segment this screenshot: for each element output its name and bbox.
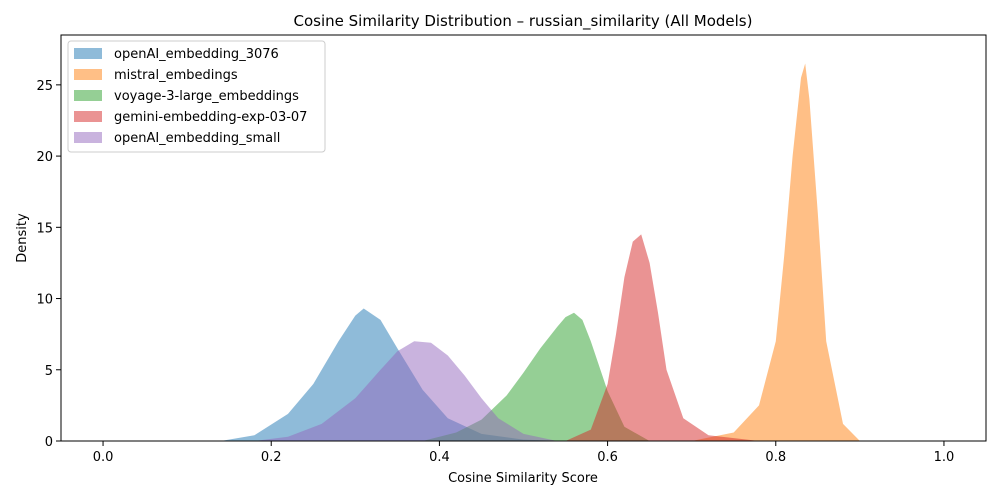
legend-label: mistral_embedings — [114, 68, 238, 83]
x-tick-label: 0.2 — [261, 450, 282, 465]
legend-label: gemini-embedding-exp-03-07 — [114, 110, 307, 125]
x-tick-label: 0.8 — [765, 450, 786, 465]
x-axis-label: Cosine Similarity Score — [448, 471, 598, 486]
x-axis: 0.0 0.2 0.4 0.6 0.8 1.0 — [93, 441, 955, 465]
chart-title: Cosine Similarity Distribution – russian… — [294, 12, 753, 31]
x-tick-label: 0.0 — [93, 450, 114, 465]
y-axis-label: Density — [15, 213, 30, 263]
plot-frame — [60, 34, 987, 442]
legend-label: voyage-3-large_embeddings — [114, 89, 299, 104]
x-tick-label: 1.0 — [934, 450, 955, 465]
legend-swatch — [74, 111, 102, 122]
legend-swatch — [74, 69, 102, 80]
y-tick-label: 5 — [45, 364, 53, 379]
y-axis: 0 5 10 15 20 25 — [36, 79, 61, 450]
y-tick-label: 10 — [36, 293, 53, 308]
legend-swatch — [74, 48, 102, 59]
series-area-2 — [422, 312, 650, 441]
x-tick-label: 0.6 — [597, 450, 618, 465]
legend-box — [67, 40, 326, 153]
legend-swatch — [74, 90, 102, 101]
legend-label: openAI_embedding_small — [114, 131, 280, 146]
y-tick-label: 0 — [45, 435, 53, 450]
series-area-1 — [691, 63, 860, 441]
plot-area — [220, 63, 860, 441]
y-tick-label: 15 — [36, 221, 53, 236]
legend-swatch — [74, 132, 102, 143]
series-area-4 — [254, 341, 558, 441]
legend-label: openAI_embedding_3076 — [114, 47, 279, 62]
series-area-3 — [565, 234, 759, 441]
legend: openAI_embedding_3076 mistral_embedingsvo… — [67, 40, 326, 153]
y-tick-label: 20 — [36, 150, 53, 165]
x-tick-label: 0.4 — [429, 450, 450, 465]
y-tick-label: 25 — [36, 79, 53, 94]
